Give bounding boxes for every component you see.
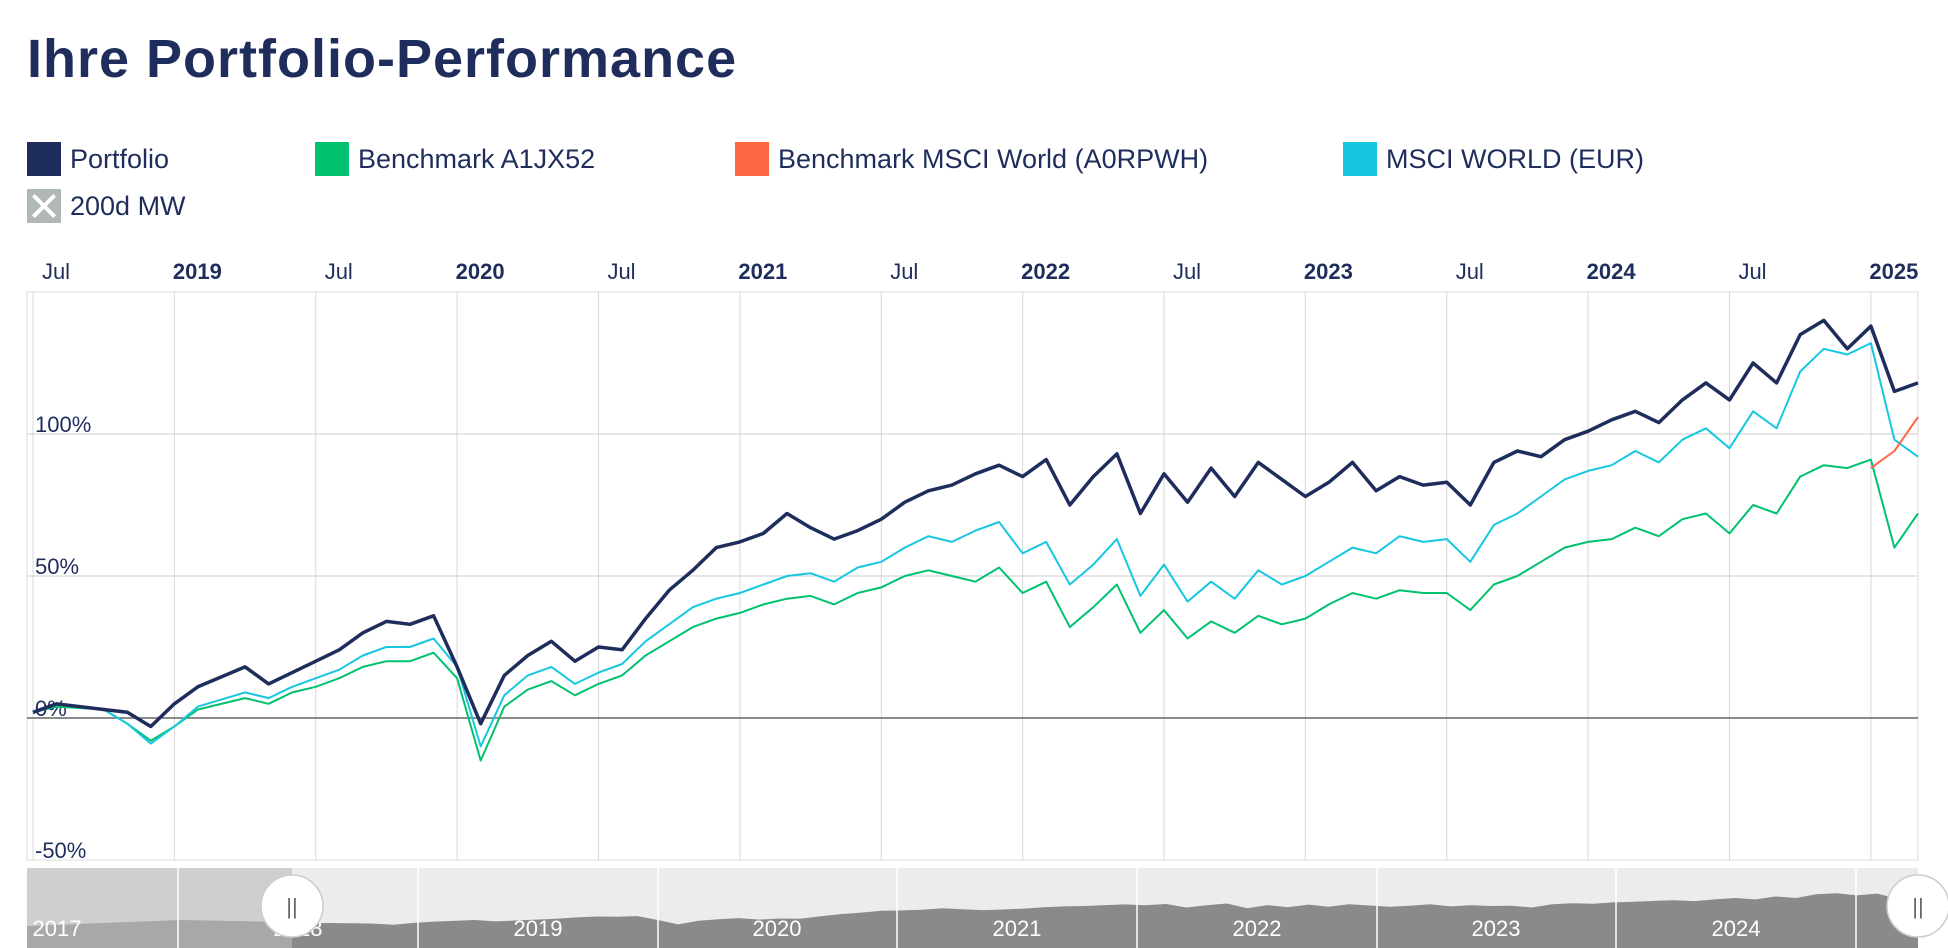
x-tick-label: 2020 <box>456 259 505 284</box>
legend-label: Portfolio <box>70 143 170 174</box>
legend-item-benchmark-msci-world[interactable]: Benchmark MSCI World (A0RPWH) <box>735 142 1208 176</box>
x-tick-label: 2025 <box>1869 259 1918 284</box>
legend-swatch-portfolio <box>27 142 61 176</box>
navigator-year-label: 2019 <box>514 916 563 941</box>
navigator-year-label: 2024 <box>1712 916 1761 941</box>
x-tick-label: Jul <box>1173 259 1201 284</box>
legend-swatch-200d-mw <box>27 189 61 223</box>
legend-item-benchmark-a1jx52[interactable]: Benchmark A1JX52 <box>315 142 595 176</box>
navigator-area <box>292 893 1918 948</box>
navigator-year-label: 2017 <box>33 916 82 941</box>
legend-label: Benchmark A1JX52 <box>358 143 596 174</box>
legend-item-msci-world-eur[interactable]: MSCI WORLD (EUR) <box>1343 142 1644 176</box>
navigator-year-label: 2021 <box>993 916 1042 941</box>
legend-label: Benchmark MSCI World (A0RPWH) <box>778 143 1209 174</box>
legend-swatch-benchmark-a1jx52 <box>315 142 349 176</box>
x-tick-label: Jul <box>890 259 918 284</box>
x-tick-label: 2024 <box>1587 259 1637 284</box>
y-tick-label: 100% <box>35 412 91 437</box>
legend-label: MSCI WORLD (EUR) <box>1386 143 1644 174</box>
page-title: Ihre Portfolio-Performance <box>27 29 738 89</box>
y-tick-label: -50% <box>35 838 86 863</box>
navigator-year-label: 2023 <box>1472 916 1521 941</box>
legend-item-200d-mw[interactable]: 200d MW <box>27 189 186 223</box>
x-tick-label: 2019 <box>173 259 222 284</box>
y-tick-label: 50% <box>35 554 79 579</box>
x-tick-label: Jul <box>42 259 70 284</box>
navigator-right-handle-grip: || <box>1912 894 1923 919</box>
x-tick-label: Jul <box>1456 259 1484 284</box>
x-tick-label: 2021 <box>738 259 787 284</box>
series-line-portfolio <box>32 318 1919 729</box>
navigator-area-pre <box>27 920 292 948</box>
series-line-benchmark-a1jx52 <box>32 458 1919 762</box>
chart-legend: Portfolio Benchmark A1JX52 Benchmark MSC… <box>27 142 1927 242</box>
series-line-msci-world-eur <box>32 342 1919 748</box>
legend-label: 200d MW <box>70 190 186 221</box>
navigator-left-handle-grip: || <box>286 894 297 919</box>
navigator-left-handle[interactable] <box>260 874 324 938</box>
series-line-benchmark-msci-world <box>1870 416 1919 469</box>
x-tick-label: 2022 <box>1021 259 1070 284</box>
legend-swatch-msci-world-eur <box>1343 142 1377 176</box>
navigator-year-label: 2020 <box>753 916 802 941</box>
x-tick-label: Jul <box>607 259 635 284</box>
legend-swatch-benchmark-msci-world <box>735 142 769 176</box>
navigator-year-label: 2022 <box>1233 916 1282 941</box>
x-tick-label: Jul <box>1738 259 1766 284</box>
x-tick-label: 2023 <box>1304 259 1353 284</box>
legend-item-portfolio[interactable]: Portfolio <box>27 142 169 176</box>
navigator-right-handle[interactable] <box>1886 874 1948 938</box>
x-tick-label: Jul <box>325 259 353 284</box>
